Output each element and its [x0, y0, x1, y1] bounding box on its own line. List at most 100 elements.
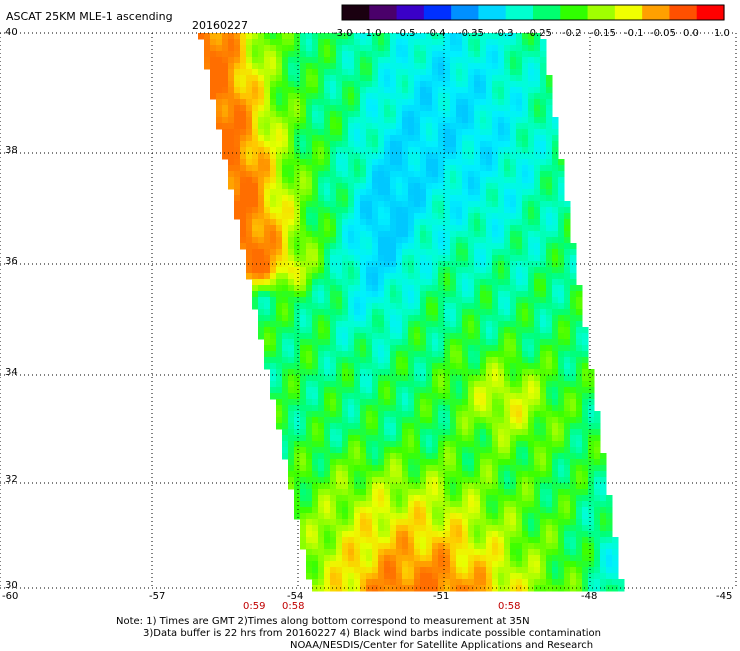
- swath-cell: [528, 519, 535, 526]
- swath-cell: [528, 231, 535, 238]
- swath-cell: [228, 57, 235, 64]
- swath-cell: [408, 279, 415, 286]
- swath-cell: [426, 213, 433, 220]
- swath-cell: [396, 273, 403, 280]
- swath-cell: [288, 81, 295, 88]
- swath-cell: [462, 279, 469, 286]
- swath-cell: [294, 33, 301, 40]
- swath-cell: [384, 495, 391, 502]
- swath-cell: [438, 345, 445, 352]
- swath-cell: [384, 45, 391, 52]
- swath-cell: [522, 201, 529, 208]
- swath-cell: [468, 267, 475, 274]
- swath-cell: [540, 87, 547, 94]
- swath-cell: [510, 153, 517, 160]
- swath-cell: [522, 297, 529, 304]
- swath-cell: [306, 303, 313, 310]
- swath-cell: [504, 171, 511, 178]
- swath-cell: [420, 285, 427, 292]
- swath-cell: [498, 303, 505, 310]
- swath-cell: [564, 249, 571, 256]
- swath-cell: [516, 261, 523, 268]
- swath-cell: [372, 213, 379, 220]
- swath-cell: [294, 129, 301, 136]
- swath-cell: [552, 225, 559, 232]
- swath-cell: [420, 57, 427, 64]
- swath-cell: [318, 45, 325, 52]
- swath-cell: [504, 273, 511, 280]
- swath-cell: [516, 159, 523, 166]
- swath-cell: [576, 399, 583, 406]
- swath-cell: [312, 111, 319, 118]
- swath-cell: [432, 57, 439, 64]
- swath-cell: [492, 267, 499, 274]
- swath-cell: [510, 423, 517, 430]
- swath-cell: [366, 177, 373, 184]
- swath-cell: [540, 423, 547, 430]
- swath-cell: [540, 213, 547, 220]
- swath-cell: [558, 561, 565, 568]
- swath-cell: [360, 489, 367, 496]
- swath-cell: [324, 255, 331, 262]
- swath-cell: [390, 75, 397, 82]
- swath-cell: [312, 207, 319, 214]
- swath-cell: [498, 357, 505, 364]
- swath-cell: [600, 555, 607, 562]
- swath-cell: [504, 387, 511, 394]
- swath-cell: [576, 357, 583, 364]
- swath-cell: [534, 525, 541, 532]
- swath-cell: [426, 495, 433, 502]
- swath-cell: [300, 363, 307, 370]
- swath-cell: [426, 357, 433, 364]
- swath-cell: [252, 159, 259, 166]
- swath-cell: [366, 207, 373, 214]
- swath-cell: [540, 405, 547, 412]
- swath-cell: [288, 177, 295, 184]
- swath-cell: [396, 279, 403, 286]
- swath-cell: [426, 327, 433, 334]
- swath-cell: [426, 447, 433, 454]
- swath-cell: [222, 105, 229, 112]
- swath-cell: [480, 531, 487, 538]
- swath-cell: [510, 39, 517, 46]
- swath-cell: [420, 513, 427, 520]
- swath-cell: [402, 489, 409, 496]
- swath-cell: [396, 387, 403, 394]
- swath-cell: [588, 543, 595, 550]
- swath-cell: [510, 255, 517, 262]
- swath-cell: [516, 123, 523, 130]
- swath-cell: [570, 519, 577, 526]
- swath-cell: [324, 405, 331, 412]
- swath-cell: [546, 105, 553, 112]
- swath-cell: [372, 525, 379, 532]
- swath-cell: [414, 333, 421, 340]
- swath-cell: [366, 531, 373, 538]
- swath-cell: [294, 303, 301, 310]
- swath-cell: [534, 177, 541, 184]
- swath-cell: [354, 369, 361, 376]
- swath-cell: [510, 207, 517, 214]
- swath-cell: [294, 399, 301, 406]
- swath-cell: [570, 255, 577, 262]
- swath-cell: [288, 159, 295, 166]
- swath-cell: [462, 159, 469, 166]
- swath-cell: [402, 459, 409, 466]
- swath-cell: [402, 243, 409, 250]
- swath-cell: [450, 375, 457, 382]
- swath-cell: [456, 249, 463, 256]
- swath-cell: [402, 153, 409, 160]
- swath-cell: [312, 201, 319, 208]
- swath-cell: [498, 105, 505, 112]
- swath-cell: [366, 435, 373, 442]
- swath-cell: [438, 237, 445, 244]
- swath-cell: [522, 453, 529, 460]
- swath-cell: [594, 441, 601, 448]
- swath-cell: [594, 447, 601, 454]
- swath-cell: [210, 39, 217, 46]
- swath-cell: [300, 477, 307, 484]
- swath-cell: [468, 81, 475, 88]
- swath-cell: [378, 321, 385, 328]
- swath-cell: [420, 447, 427, 454]
- swath-cell: [354, 33, 361, 40]
- swath-cell: [528, 399, 535, 406]
